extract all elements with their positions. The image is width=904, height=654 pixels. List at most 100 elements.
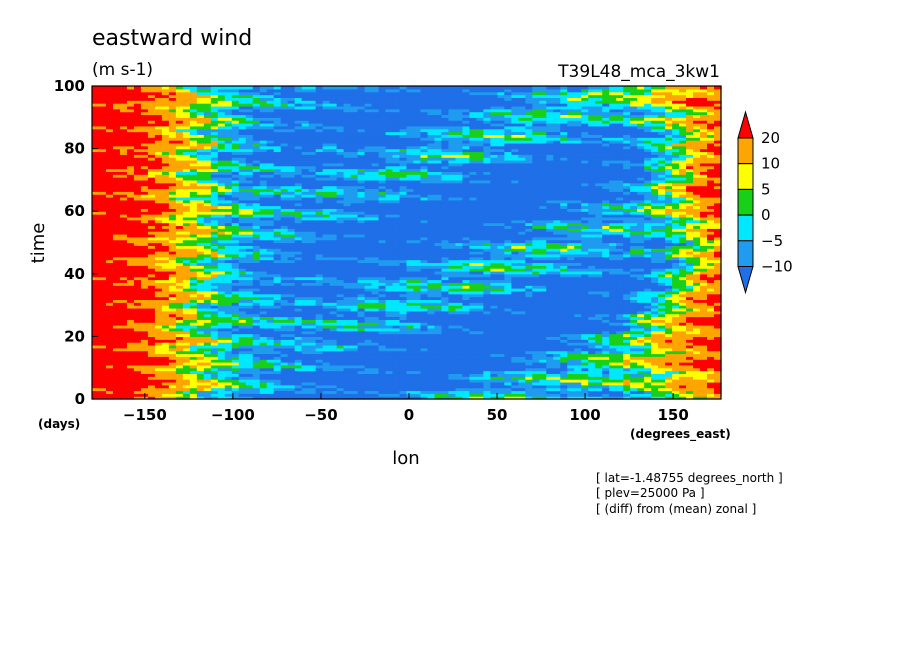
field-cell	[546, 370, 554, 374]
field-cell	[245, 390, 254, 394]
field-cell	[672, 310, 680, 315]
field-cell	[161, 356, 170, 360]
field-cell	[245, 336, 254, 340]
field-cell	[602, 256, 610, 261]
field-cell	[98, 356, 107, 360]
field-cell	[497, 376, 505, 380]
field-cell	[189, 239, 198, 244]
field-cell	[707, 290, 715, 295]
field-cell	[315, 387, 324, 392]
field-cell	[266, 276, 275, 281]
field-cell	[630, 242, 638, 246]
field-cell	[413, 285, 422, 289]
field-cell	[518, 293, 526, 298]
field-cell	[462, 259, 471, 264]
field-cell	[588, 359, 596, 363]
field-cell	[462, 342, 471, 346]
field-cell	[161, 344, 170, 349]
field-cell	[560, 342, 568, 346]
field-cell	[364, 256, 373, 261]
field-cell	[357, 290, 366, 295]
field-cell	[441, 390, 450, 394]
field-cell	[189, 356, 198, 360]
field-cell	[455, 253, 464, 258]
field-cell	[504, 305, 512, 309]
field-cell	[329, 367, 338, 372]
field-cell	[567, 362, 575, 366]
field-cell	[182, 373, 191, 377]
field-cell	[287, 305, 296, 309]
field-cell	[105, 242, 114, 246]
field-cell	[581, 373, 589, 377]
field-cell	[490, 339, 498, 343]
field-cell	[511, 384, 519, 389]
field-cell	[210, 248, 219, 252]
field-cell	[406, 350, 415, 355]
field-cell	[574, 367, 582, 372]
field-cell	[469, 253, 477, 258]
field-cell	[350, 302, 359, 306]
field-cell	[357, 342, 366, 346]
field-cell	[434, 248, 443, 252]
field-cell	[406, 325, 415, 329]
field-cell	[441, 393, 450, 397]
field-cell	[133, 367, 142, 372]
field-cell	[448, 379, 457, 383]
field-cell	[651, 256, 659, 261]
field-cell	[399, 370, 408, 374]
field-cell	[448, 381, 457, 386]
field-cell	[378, 305, 387, 309]
field-cell	[672, 379, 680, 383]
field-cell	[637, 376, 645, 380]
field-cell	[175, 379, 184, 383]
field-cell	[245, 396, 254, 400]
field-cell	[427, 302, 436, 306]
field-cell	[315, 350, 324, 355]
field-cell	[161, 299, 170, 303]
field-cell	[553, 390, 561, 394]
field-cell	[490, 344, 498, 349]
field-cell	[238, 347, 247, 352]
field-cell	[385, 379, 394, 383]
field-cell	[532, 285, 540, 289]
field-cell	[420, 268, 429, 272]
field-cell	[336, 376, 345, 380]
field-cell	[546, 390, 554, 394]
field-cell	[336, 364, 345, 369]
field-cell	[434, 347, 443, 352]
field-cell	[301, 299, 310, 303]
field-cell	[490, 376, 498, 380]
field-cell	[301, 290, 310, 295]
field-cell	[378, 359, 387, 363]
field-cell	[469, 367, 477, 372]
field-cell	[266, 373, 275, 377]
field-cell	[210, 239, 219, 244]
field-cell	[483, 384, 491, 389]
field-cell	[315, 248, 324, 252]
field-cell	[588, 259, 596, 264]
field-cell	[665, 339, 673, 343]
field-cell	[92, 390, 100, 394]
field-cell	[196, 387, 205, 392]
field-cell	[658, 327, 666, 332]
field-cell	[476, 276, 484, 281]
field-cell	[392, 322, 401, 326]
field-cell	[679, 245, 687, 249]
field-cell	[189, 285, 198, 289]
field-cell	[448, 268, 457, 272]
field-cell	[686, 333, 694, 338]
field-cell	[518, 290, 526, 295]
field-cell	[161, 367, 170, 372]
field-cell	[112, 288, 121, 292]
field-cell	[553, 245, 561, 249]
field-cell	[126, 307, 135, 312]
field-cell	[665, 282, 673, 286]
field-cell	[637, 290, 645, 295]
field-cell	[630, 396, 638, 400]
field-cell	[105, 316, 114, 320]
field-cell	[581, 270, 589, 275]
field-cell	[455, 362, 464, 366]
field-cell	[92, 251, 100, 255]
field-cell	[651, 362, 659, 366]
field-cell	[154, 344, 163, 349]
